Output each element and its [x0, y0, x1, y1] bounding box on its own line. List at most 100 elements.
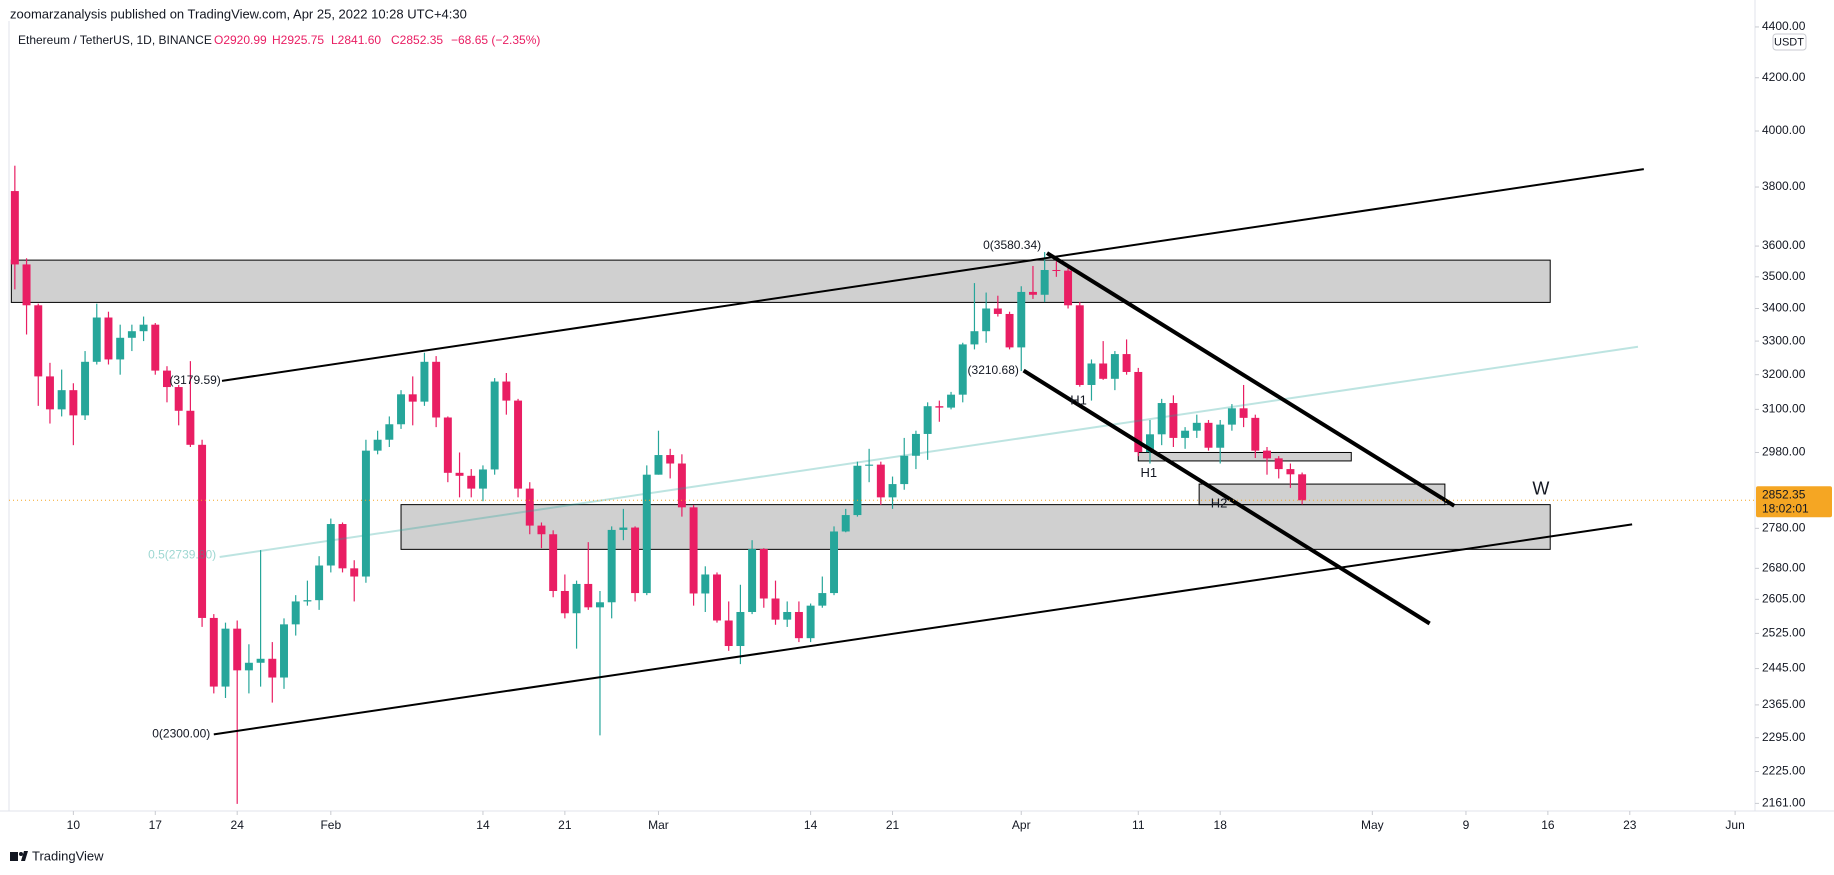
- candle-body: [619, 527, 628, 530]
- candle-body: [830, 531, 838, 594]
- candle-body: [1181, 430, 1190, 438]
- annotation: H1: [1141, 465, 1158, 480]
- candle-body: [397, 394, 406, 425]
- candle-body: [350, 568, 359, 577]
- annotation: H1: [1070, 392, 1087, 407]
- candle-body: [361, 450, 370, 577]
- y-tick-label: 3400.00: [1762, 301, 1806, 315]
- candle-body: [1169, 403, 1178, 438]
- candle-body: [1227, 408, 1236, 425]
- x-tick-label: Jun: [1725, 818, 1744, 832]
- candle-body: [163, 370, 171, 388]
- candle-body: [525, 488, 534, 526]
- candle-body: [174, 387, 183, 411]
- trend-line: [1045, 251, 1456, 508]
- y-tick-label: 2225.00: [1762, 764, 1806, 778]
- candle-body: [1274, 458, 1283, 470]
- candle-body: [1028, 291, 1037, 295]
- candle-body: [303, 600, 312, 602]
- candle-body: [443, 417, 452, 473]
- x-tick-label: 16: [1541, 818, 1555, 832]
- candle-body: [595, 602, 604, 608]
- candle-body: [1286, 469, 1295, 475]
- candle-body: [1157, 403, 1166, 435]
- candle-body: [642, 474, 651, 594]
- candle-body: [900, 455, 909, 485]
- candle-body: [45, 376, 54, 410]
- candle-body: [432, 361, 441, 418]
- y-tick-label: 3200.00: [1762, 367, 1806, 381]
- candle-body: [22, 264, 31, 306]
- countdown: 18:02:01: [1762, 501, 1809, 515]
- x-tick-label: 10: [67, 818, 81, 832]
- candle-body: [1216, 424, 1225, 448]
- zone: [10, 259, 1551, 303]
- candle-body: [759, 548, 768, 599]
- candle-body: [1017, 291, 1026, 348]
- y-tick-label: 4400.00: [1762, 19, 1806, 33]
- candle-body: [794, 611, 803, 639]
- y-tick-label: 4000.00: [1762, 123, 1806, 137]
- zone: [1198, 483, 1446, 506]
- y-tick-label: 3100.00: [1762, 402, 1806, 416]
- candle-body: [947, 394, 956, 408]
- x-tick-label: Apr: [1012, 818, 1031, 832]
- candle-body: [572, 583, 581, 614]
- candle-body: [560, 590, 569, 614]
- candle-body: [584, 583, 593, 608]
- candle-body: [888, 484, 897, 498]
- candle-body: [748, 548, 757, 612]
- candle-body: [127, 331, 136, 338]
- x-tick-label: Feb: [320, 818, 341, 832]
- candle-body: [713, 574, 721, 621]
- candle-body: [783, 611, 792, 620]
- candle-body: [467, 475, 476, 489]
- candle-body: [853, 465, 862, 516]
- candle-body: [373, 439, 382, 451]
- candle-body: [1204, 422, 1213, 448]
- candle-body: [280, 624, 288, 678]
- x-tick-label: Mar: [648, 818, 669, 832]
- candle-body: [10, 191, 19, 265]
- candle-body: [982, 308, 991, 332]
- x-tick-label: 18: [1214, 818, 1228, 832]
- footer-brand: TradingView: [32, 848, 104, 863]
- last-price-tag: [1756, 486, 1832, 518]
- candle-body: [34, 305, 43, 377]
- y-tick-label: 2295.00: [1762, 730, 1806, 744]
- candle-body: [736, 611, 745, 647]
- legend-open: O2920.99: [214, 33, 267, 47]
- candle-body: [935, 406, 944, 408]
- candle-body: [993, 308, 1002, 314]
- candle-body: [806, 605, 815, 639]
- candle-body: [1110, 354, 1119, 379]
- candle-body: [1298, 474, 1307, 501]
- candle-body: [1064, 270, 1073, 306]
- zone: [400, 504, 1551, 550]
- candle-body: [1005, 313, 1014, 348]
- candle-body: [1251, 417, 1260, 451]
- candle-body: [1146, 434, 1154, 453]
- candle-body: [338, 524, 347, 569]
- currency: USDT: [1774, 36, 1804, 48]
- candle-body: [607, 529, 616, 603]
- x-tick-label: 9: [1463, 818, 1470, 832]
- y-tick-label: 2445.00: [1762, 661, 1806, 675]
- candle-body: [385, 424, 394, 440]
- y-tick-label: 2365.00: [1762, 697, 1806, 711]
- y-tick-label: 3800.00: [1762, 179, 1806, 193]
- candle-body: [1075, 305, 1084, 385]
- candle-body: [689, 507, 698, 594]
- candle-body: [291, 601, 300, 625]
- candle-body: [209, 617, 218, 687]
- plot-area: [9, 165, 1755, 804]
- y-tick-label: 2605.00: [1762, 592, 1806, 606]
- legend-low: L2841.60: [331, 33, 381, 47]
- legend-change: −68.65 (−2.35%): [451, 33, 540, 47]
- candle-body: [268, 658, 277, 678]
- candle-body: [1052, 269, 1061, 271]
- candle-body: [841, 515, 850, 532]
- x-tick-label: May: [1361, 818, 1384, 832]
